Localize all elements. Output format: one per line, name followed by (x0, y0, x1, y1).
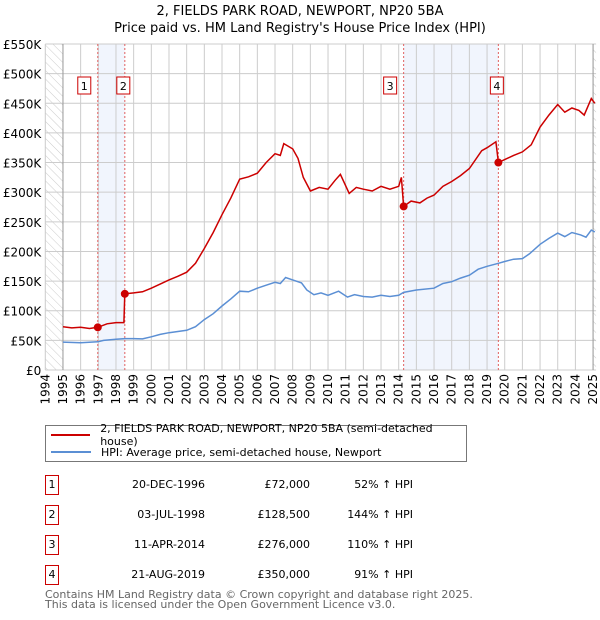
x-tick-label: 2014 (392, 374, 406, 405)
y-tick-label: £400K (3, 127, 43, 141)
x-tick-label: 1998 (109, 374, 123, 405)
sale-date: 11-APR-2014 (133, 538, 205, 551)
sale-number-label: 2 (120, 80, 127, 93)
x-tick-label: 2004 (215, 374, 229, 405)
sale-number-box (383, 76, 398, 95)
y-tick-label: £250K (3, 216, 43, 230)
x-tick-label: 1997 (91, 374, 105, 405)
hpi-series-line (62, 229, 596, 344)
legend-swatch-red (51, 434, 91, 436)
x-tick-label: 2016 (427, 374, 441, 405)
sale-point (399, 202, 408, 211)
sale-number-box (77, 76, 92, 95)
sale-hpi-change: 91% ↑ HPI (354, 568, 413, 581)
x-tick-label: 2009 (303, 374, 317, 405)
x-tick-label: 2017 (445, 374, 459, 405)
x-tick-label: 2018 (462, 374, 476, 405)
x-tick-label: 2024 (568, 374, 582, 405)
x-tick-label: 2005 (233, 374, 247, 405)
x-tick-label: 2025 (586, 374, 600, 405)
x-tick-label: 2003 (197, 374, 211, 405)
sale-date: 21-AUG-2019 (131, 568, 205, 581)
title-line: 2, FIELDS PARK ROAD, NEWPORT, NP20 5BA (156, 4, 444, 19)
sale-date: 20-DEC-1996 (131, 478, 205, 491)
x-tick-label: 2008 (286, 374, 300, 405)
y-tick-label: £450K (3, 97, 43, 111)
x-tick-label: 2000 (144, 374, 158, 405)
y-tick-label: £50K (11, 334, 43, 348)
no-data-hatch-right (593, 44, 597, 370)
sale-price: £276,000 (257, 538, 311, 551)
sale-number-label: 4 (493, 80, 500, 93)
y-tick-label: £100K (3, 305, 43, 319)
chart-title: 2, FIELDS PARK ROAD, NEWPORT, NP20 5BA P… (0, 3, 600, 37)
x-tick-label: 2012 (356, 374, 370, 405)
sale-price: £350,000 (257, 568, 311, 581)
property-series-line (62, 96, 596, 330)
legend-swatch-blue (51, 451, 91, 453)
sale-number-label: 1 (81, 80, 88, 93)
sale-point (120, 289, 129, 298)
footer-line: This data is licensed under the Open Gov… (45, 598, 396, 611)
x-tick-label: 2013 (374, 374, 388, 405)
footer-attribution: Contains HM Land Registry data © Crown c… (45, 588, 473, 611)
x-tick-label: 2021 (515, 374, 529, 405)
x-tick-label: 2015 (409, 374, 423, 405)
sale-row: 2 03-JUL-1998 £128,500 144% ↑ HPI (45, 505, 413, 525)
sale-price: £128,500 (257, 508, 311, 521)
sale-row: 3 11-APR-2014 £276,000 110% ↑ HPI (45, 535, 413, 555)
y-tick-label: £550K (3, 38, 43, 52)
x-tick-label: 1995 (56, 374, 70, 405)
plot-area: 1994 1995 1996 1997 1998 1999 2000 2001 2002 2003… (3, 38, 600, 405)
sale-point (93, 323, 102, 332)
x-tick-label: 1994 (38, 374, 52, 405)
sale-date: 03-JUL-1998 (137, 508, 205, 521)
y-tick-label: £150K (3, 275, 43, 289)
sale-hpi-change: 144% ↑ HPI (347, 508, 413, 521)
x-tick-label: 2001 (162, 374, 176, 405)
ownership-shaded-range (403, 44, 499, 370)
sale-price: £72,000 (264, 478, 311, 491)
x-tick-label: 1999 (127, 374, 141, 405)
sale-number-badge: 2 (45, 505, 59, 525)
sale-row: 4 21-AUG-2019 £350,000 91% ↑ HPI (45, 565, 413, 585)
legend-label: 2, FIELDS PARK ROAD, NEWPORT, NP20 5BA (… (100, 422, 433, 448)
legend-item-hpi: HPI: Average price, semi-detached house,… (51, 444, 381, 460)
y-tick-label: £200K (3, 245, 43, 259)
x-tick-label: 1996 (74, 374, 88, 405)
x-tick-label: 2007 (268, 374, 282, 405)
y-tick-label: £500K (3, 68, 43, 82)
no-data-hatch-left (45, 44, 63, 370)
legend: 2, FIELDS PARK ROAD, NEWPORT, NP20 5BA (… (45, 422, 467, 462)
x-tick-label: 2019 (480, 374, 494, 405)
sale-number-box (489, 76, 504, 95)
x-tick-label: 2020 (498, 374, 512, 405)
y-tick-label: £0 (26, 364, 41, 378)
sale-number-badge: 1 (45, 475, 59, 495)
sale-number-badge: 4 (45, 565, 59, 585)
sale-number-label: 3 (387, 80, 394, 93)
x-tick-label: 2023 (551, 374, 565, 405)
sale-point (494, 158, 503, 167)
sale-number-badge: 3 (45, 535, 59, 555)
ownership-shaded-range (97, 44, 125, 370)
x-tick-label: 2002 (180, 374, 194, 405)
sale-row: 1 20-DEC-1996 £72,000 52% ↑ HPI (45, 475, 413, 495)
sale-number-box (116, 76, 131, 95)
x-tick-label: 2022 (533, 374, 547, 405)
x-tick-label: 2010 (321, 374, 335, 405)
y-tick-label: £350K (3, 157, 43, 171)
legend-label: HPI: Average price, semi-detached house,… (101, 445, 382, 459)
sale-hpi-change: 110% ↑ HPI (347, 538, 413, 551)
x-tick-label: 2006 (250, 374, 264, 405)
subtitle-line: Price paid vs. HM Land Registry's House … (114, 21, 486, 36)
footer-line: Contains HM Land Registry data © Crown c… (45, 588, 473, 601)
y-tick-label: £300K (3, 186, 43, 200)
sale-hpi-change: 52% ↑ HPI (354, 478, 413, 491)
legend-item-property: 2, FIELDS PARK ROAD, NEWPORT, NP20 5BA (… (51, 422, 466, 448)
x-tick-label: 2011 (339, 374, 353, 405)
